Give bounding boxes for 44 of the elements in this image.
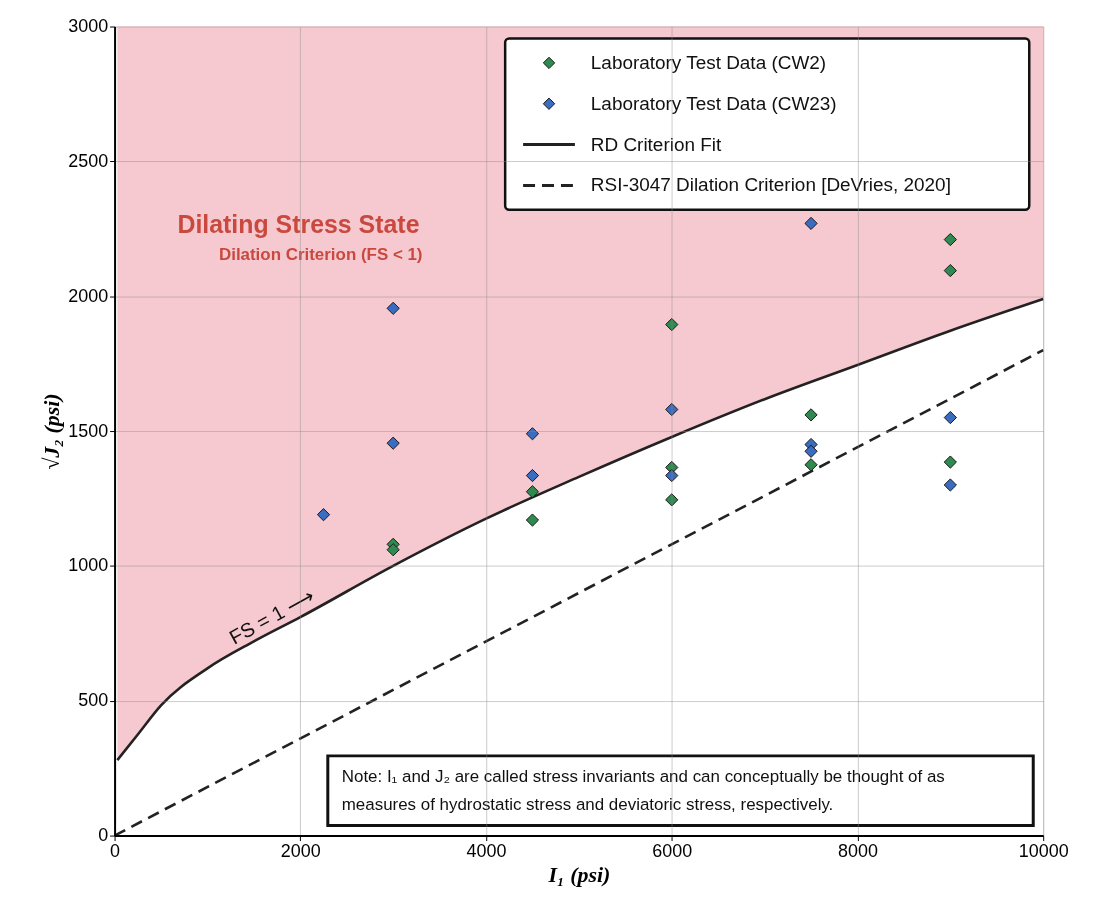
point (804, 408, 818, 422)
point (943, 410, 957, 425)
y-tick-label: 500 (78, 690, 109, 711)
point (525, 427, 540, 441)
y-tick-label: 0 (98, 825, 109, 846)
point (943, 455, 957, 469)
point (525, 468, 540, 483)
legend-label: RSI-3047 Dilation Criterion [DeVries, 2020] (590, 174, 951, 196)
annotation: Dilating Stress State (177, 209, 420, 238)
x-tick-label: 2000 (280, 841, 321, 861)
y-tick-label: 2500 (68, 150, 109, 171)
annotation: Dilation Criterion (FS < 1) (218, 245, 423, 265)
point (386, 301, 400, 315)
point (316, 508, 331, 522)
legend-label: Laboratory Test Data (CW2) (590, 51, 827, 73)
y-tick-label: 1000 (68, 555, 109, 576)
point (525, 485, 540, 499)
y-tick-label: 1500 (68, 420, 109, 441)
point (804, 216, 818, 230)
line-series (116, 297, 1045, 762)
point (804, 444, 818, 458)
x-tick-label: 4000 (466, 841, 507, 861)
point (943, 263, 957, 278)
x-tick-label: 8000 (838, 841, 878, 861)
point (804, 458, 818, 472)
point (665, 468, 679, 483)
y-axis-title: √J₂ (psi) (39, 393, 65, 470)
legend-label: Laboratory Test Data (CW23) (590, 92, 837, 114)
y-tick-label: 2000 (68, 285, 109, 306)
point (386, 543, 400, 557)
x-axis-title: I₁ (psi) (547, 861, 611, 887)
x-tick-label: 10000 (1018, 841, 1069, 861)
point (665, 493, 679, 507)
legend-label: RD Criterion Fit (590, 133, 722, 155)
x-tick-label: 6000 (652, 841, 693, 861)
point (943, 232, 957, 247)
point (525, 513, 540, 527)
y-tick-label: 3000 (68, 16, 109, 37)
point (665, 317, 679, 332)
point (665, 402, 679, 417)
annotation: FS = 1 ⟶ (225, 583, 319, 649)
annotation: Note: I₁ and J₂ are called stress invariants and can conceptually be thought of as measures of hydrostatic stress and deviatoric stress, respectively. (341, 766, 945, 814)
point (386, 436, 400, 450)
point (943, 478, 957, 492)
